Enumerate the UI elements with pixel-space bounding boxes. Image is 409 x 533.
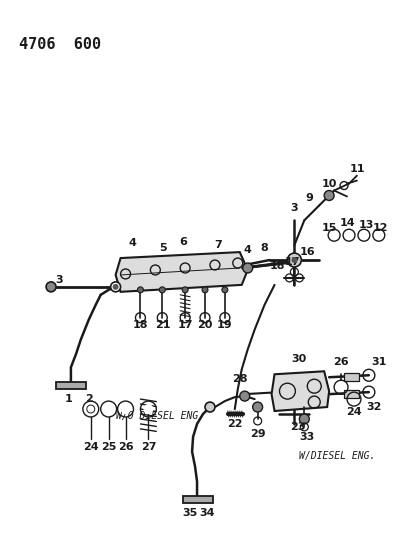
Text: 4: 4 [243,245,251,255]
Text: 17: 17 [177,320,192,329]
Text: 35: 35 [182,508,197,518]
Text: 32: 32 [365,402,381,412]
Text: 16: 16 [299,247,315,257]
Text: 24: 24 [345,407,361,417]
Circle shape [159,287,165,293]
Text: 2: 2 [85,394,92,404]
Text: 10: 10 [321,179,336,189]
Text: 26: 26 [117,442,133,452]
Text: 33: 33 [299,432,314,442]
Circle shape [137,287,143,293]
Text: 15: 15 [321,223,336,233]
Text: 25: 25 [101,442,116,452]
Text: 19: 19 [216,320,232,329]
Text: 28: 28 [231,374,247,384]
Text: 7: 7 [213,240,221,250]
Text: 3: 3 [290,204,297,213]
Circle shape [299,414,308,424]
Text: 31: 31 [370,357,386,367]
Text: 14: 14 [338,219,354,228]
Circle shape [291,257,297,263]
Circle shape [46,282,56,292]
Text: 23: 23 [289,422,304,432]
Circle shape [110,282,120,292]
Circle shape [287,253,301,267]
Bar [343,390,358,398]
Text: 34: 34 [199,508,214,518]
Circle shape [242,263,252,273]
Bar [343,373,358,381]
Text: 27: 27 [140,442,156,452]
Text: 12: 12 [372,223,388,233]
Polygon shape [183,496,212,503]
Polygon shape [271,372,328,411]
Text: 30: 30 [291,354,306,365]
Text: 6: 6 [179,237,187,247]
Text: W/O DIESEL ENG.: W/O DIESEL ENG. [115,411,203,421]
Text: 4: 4 [128,238,136,248]
Text: 18: 18 [269,261,285,271]
Text: 18: 18 [133,320,148,329]
Circle shape [239,391,249,401]
Text: 9: 9 [305,193,312,204]
Text: 11: 11 [348,164,364,174]
Circle shape [202,287,207,293]
Circle shape [85,404,96,414]
Circle shape [204,402,214,412]
Polygon shape [115,252,247,292]
Circle shape [182,287,188,293]
Circle shape [324,190,333,200]
Text: 5: 5 [159,243,167,253]
Text: 13: 13 [357,220,373,230]
Text: 22: 22 [227,419,242,429]
Circle shape [103,404,113,414]
Text: 4706  600: 4706 600 [19,37,101,52]
Circle shape [252,402,262,412]
Circle shape [143,404,153,414]
Text: 3: 3 [55,275,63,285]
Text: 1: 1 [65,394,73,404]
Text: 20: 20 [197,320,212,329]
Text: W/DIESEL ENG.: W/DIESEL ENG. [299,451,375,461]
Circle shape [221,287,227,293]
Text: 8: 8 [260,243,268,253]
Text: 17: 17 [284,257,299,267]
Circle shape [120,404,130,414]
Text: 26: 26 [333,357,348,367]
Circle shape [112,284,118,290]
Text: 21: 21 [155,320,171,329]
Polygon shape [56,382,85,389]
Text: 29: 29 [249,429,265,439]
Text: 24: 24 [83,442,98,452]
